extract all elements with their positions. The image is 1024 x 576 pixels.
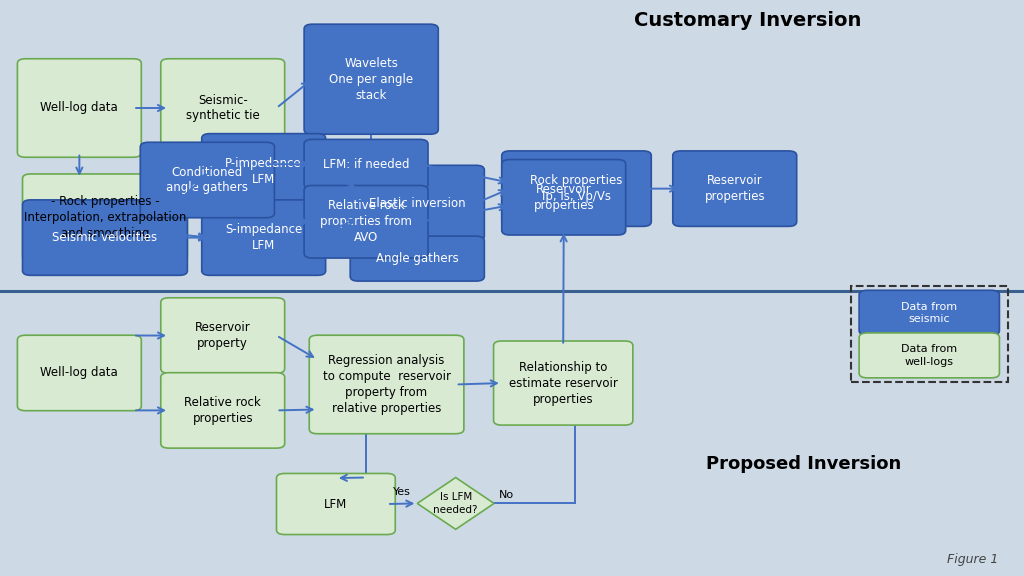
Text: No: No: [500, 490, 514, 500]
FancyBboxPatch shape: [502, 151, 651, 226]
Text: Regression analysis
to compute  reservoir
property from
relative properties: Regression analysis to compute reservoir…: [323, 354, 451, 415]
Text: Relationship to
estimate reservoir
properties: Relationship to estimate reservoir prope…: [509, 361, 617, 406]
Text: Data from
well-logs: Data from well-logs: [901, 344, 957, 366]
Text: Rock properties
Ip, Is, Vp/Vs: Rock properties Ip, Is, Vp/Vs: [530, 174, 623, 203]
FancyBboxPatch shape: [161, 298, 285, 373]
Text: P-impedance
LFM: P-impedance LFM: [225, 157, 302, 186]
Polygon shape: [418, 478, 494, 529]
Text: Wavelets
One per angle
stack: Wavelets One per angle stack: [329, 56, 414, 102]
Text: Well-log data: Well-log data: [41, 366, 118, 380]
Text: Yes: Yes: [393, 487, 411, 497]
Text: Is LFM
needed?: Is LFM needed?: [433, 492, 478, 514]
FancyBboxPatch shape: [161, 373, 285, 448]
FancyBboxPatch shape: [673, 151, 797, 226]
FancyBboxPatch shape: [859, 290, 999, 335]
FancyBboxPatch shape: [17, 335, 141, 411]
Text: S-impedance
LFM: S-impedance LFM: [225, 223, 302, 252]
FancyBboxPatch shape: [304, 185, 428, 258]
FancyBboxPatch shape: [304, 139, 428, 189]
Text: Angle gathers: Angle gathers: [376, 252, 459, 265]
FancyBboxPatch shape: [304, 24, 438, 134]
FancyBboxPatch shape: [202, 200, 326, 275]
Text: LFM: if needed: LFM: if needed: [323, 158, 410, 170]
FancyBboxPatch shape: [309, 335, 464, 434]
Text: Reservoir
properties: Reservoir properties: [705, 174, 765, 203]
Text: Conditioned
angle gathers: Conditioned angle gathers: [166, 165, 249, 195]
Text: Reservoir
property: Reservoir property: [195, 321, 251, 350]
FancyBboxPatch shape: [276, 473, 395, 535]
Text: Elastic inversion: Elastic inversion: [369, 196, 466, 210]
Text: - Rock properties -
Interpolation, extrapolation
and smoothing: - Rock properties - Interpolation, extra…: [24, 195, 186, 240]
FancyBboxPatch shape: [161, 59, 285, 157]
Text: Customary Inversion: Customary Inversion: [634, 11, 861, 29]
FancyBboxPatch shape: [23, 200, 187, 275]
FancyBboxPatch shape: [202, 134, 326, 209]
Text: Reservoir
properties: Reservoir properties: [534, 183, 594, 212]
Text: Relative rock
properties: Relative rock properties: [184, 396, 261, 425]
FancyBboxPatch shape: [494, 341, 633, 425]
FancyBboxPatch shape: [23, 174, 187, 261]
Text: Figure 1: Figure 1: [947, 552, 998, 566]
FancyBboxPatch shape: [350, 165, 484, 241]
Text: Seismic-
synthetic tie: Seismic- synthetic tie: [185, 93, 260, 123]
Text: Well-log data: Well-log data: [41, 101, 118, 115]
FancyBboxPatch shape: [502, 160, 626, 235]
FancyBboxPatch shape: [350, 236, 484, 281]
FancyBboxPatch shape: [859, 333, 999, 378]
Text: LFM: LFM: [325, 498, 347, 510]
FancyBboxPatch shape: [140, 142, 274, 218]
Text: Seismic velocities: Seismic velocities: [52, 231, 158, 244]
Text: Proposed Inversion: Proposed Inversion: [707, 454, 901, 473]
FancyBboxPatch shape: [17, 59, 141, 157]
Text: Relative rock
properties from
AVO: Relative rock properties from AVO: [321, 199, 412, 244]
Text: Data from
seismic: Data from seismic: [901, 302, 957, 324]
